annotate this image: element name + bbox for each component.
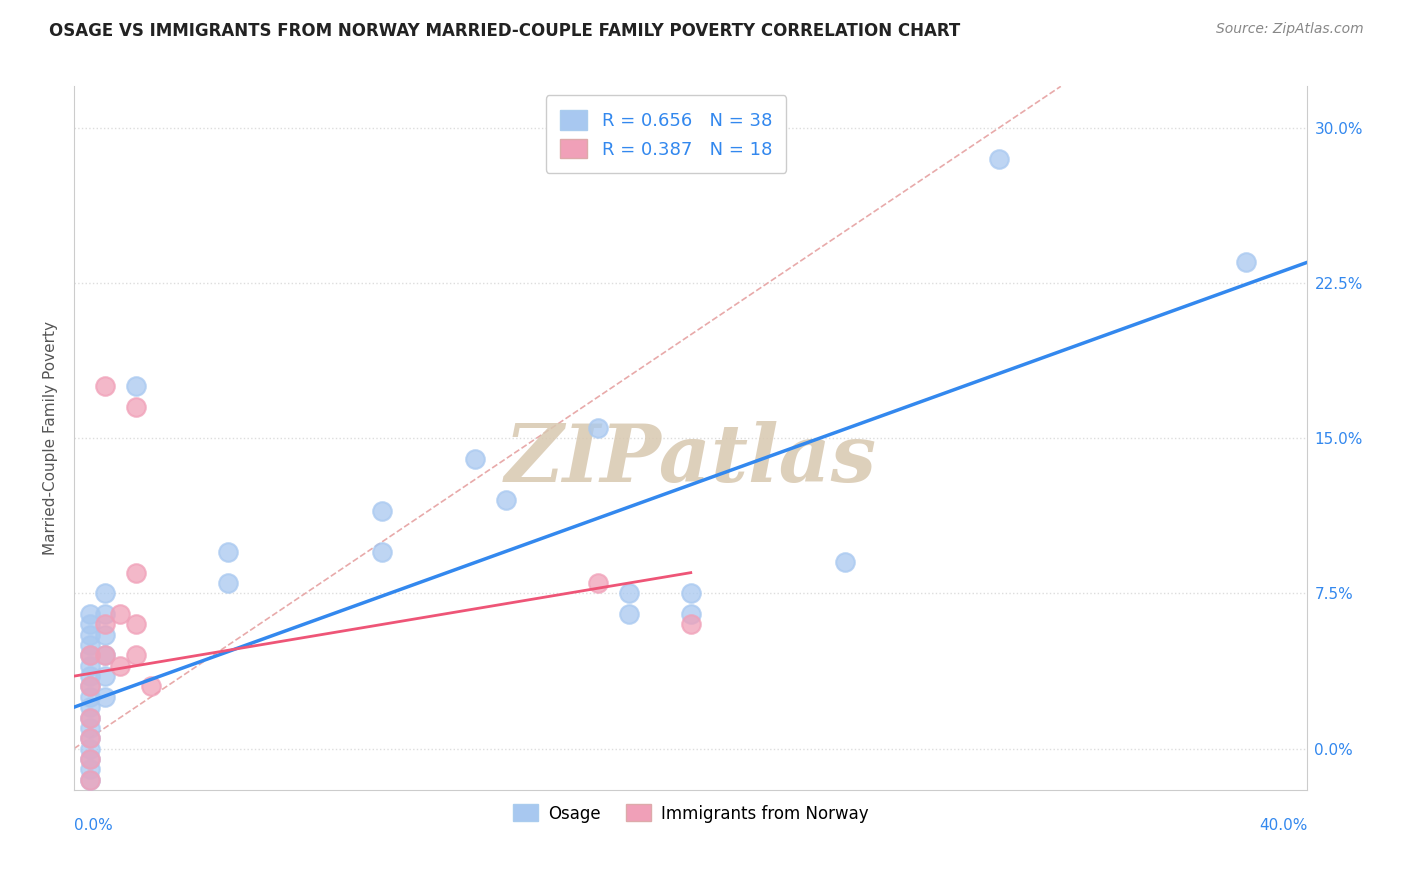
Point [94, 628, 117, 642]
Point [79, 628, 101, 642]
Point [125, 400, 148, 414]
Point [110, 607, 132, 621]
Point [588, 421, 610, 435]
Point [110, 658, 132, 673]
Text: 0.0%: 0.0% [75, 818, 112, 833]
Point [94, 586, 117, 600]
Point [79, 680, 101, 694]
Text: 40.0%: 40.0% [1258, 818, 1308, 833]
Point [94, 607, 117, 621]
Point [79, 731, 101, 746]
Point [988, 152, 1011, 166]
Point [79, 772, 101, 787]
Point [79, 772, 101, 787]
Point [94, 648, 117, 663]
Point [79, 752, 101, 766]
Point [217, 576, 239, 591]
Point [79, 648, 101, 663]
Point [125, 566, 148, 580]
Text: OSAGE VS IMMIGRANTS FROM NORWAY MARRIED-COUPLE FAMILY POVERTY CORRELATION CHART: OSAGE VS IMMIGRANTS FROM NORWAY MARRIED-… [49, 22, 960, 40]
Point [79, 741, 101, 756]
Point [495, 493, 517, 508]
Point [94, 617, 117, 632]
Point [94, 669, 117, 683]
Point [79, 607, 101, 621]
Point [79, 752, 101, 766]
Legend: Osage, Immigrants from Norway: Osage, Immigrants from Norway [505, 796, 877, 830]
Point [79, 762, 101, 776]
Y-axis label: Married-Couple Family Poverty: Married-Couple Family Poverty [44, 321, 58, 555]
Point [834, 555, 856, 569]
Point [679, 617, 702, 632]
Point [79, 710, 101, 724]
Point [588, 576, 610, 591]
Point [79, 669, 101, 683]
Point [79, 648, 101, 663]
Point [617, 586, 640, 600]
Text: Source: ZipAtlas.com: Source: ZipAtlas.com [1216, 22, 1364, 37]
Point [79, 638, 101, 652]
Text: ZIPatlas: ZIPatlas [505, 420, 877, 498]
Point [125, 648, 148, 663]
Point [79, 658, 101, 673]
Point [79, 617, 101, 632]
Point [79, 731, 101, 746]
Point [94, 379, 117, 393]
Point [79, 710, 101, 724]
Point [371, 503, 394, 517]
Point [1234, 255, 1257, 269]
Point [79, 721, 101, 735]
Point [94, 648, 117, 663]
Point [679, 586, 702, 600]
Point [94, 690, 117, 704]
Point [141, 680, 163, 694]
Point [217, 545, 239, 559]
Point [79, 680, 101, 694]
Point [125, 379, 148, 393]
Point [79, 690, 101, 704]
Point [464, 451, 486, 466]
Point [679, 607, 702, 621]
Point [617, 607, 640, 621]
Point [371, 545, 394, 559]
Point [125, 617, 148, 632]
Point [79, 700, 101, 714]
